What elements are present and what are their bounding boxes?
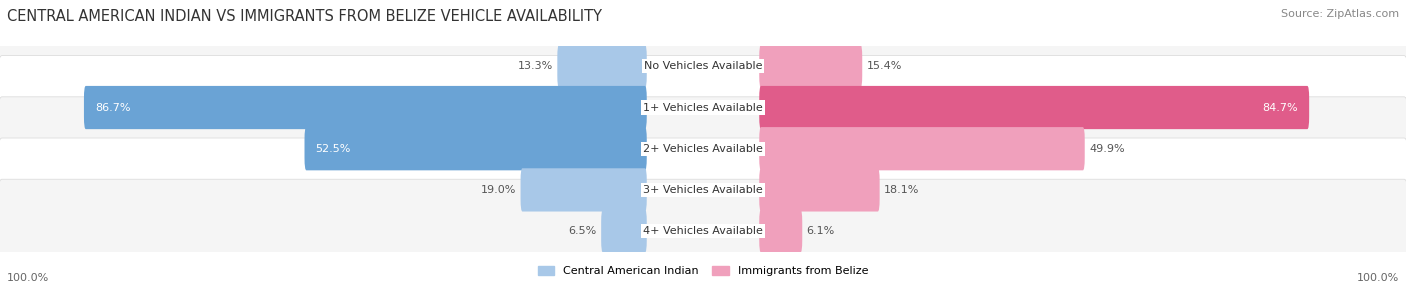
Text: 52.5%: 52.5% [315, 144, 352, 154]
Text: 86.7%: 86.7% [96, 103, 131, 112]
Text: 100.0%: 100.0% [7, 273, 49, 283]
Text: 49.9%: 49.9% [1090, 144, 1125, 154]
FancyBboxPatch shape [602, 209, 647, 253]
FancyBboxPatch shape [305, 127, 647, 170]
Text: 6.1%: 6.1% [807, 226, 835, 236]
FancyBboxPatch shape [557, 45, 647, 88]
Text: 6.5%: 6.5% [568, 226, 598, 236]
Text: Source: ZipAtlas.com: Source: ZipAtlas.com [1281, 9, 1399, 19]
Text: 18.1%: 18.1% [884, 185, 920, 195]
FancyBboxPatch shape [759, 127, 1084, 170]
FancyBboxPatch shape [0, 97, 1406, 200]
FancyBboxPatch shape [759, 209, 803, 253]
FancyBboxPatch shape [759, 45, 862, 88]
FancyBboxPatch shape [759, 86, 1309, 129]
Text: 84.7%: 84.7% [1263, 103, 1298, 112]
Text: 100.0%: 100.0% [1357, 273, 1399, 283]
Text: 13.3%: 13.3% [517, 61, 553, 71]
FancyBboxPatch shape [0, 179, 1406, 283]
FancyBboxPatch shape [759, 168, 880, 212]
Text: 15.4%: 15.4% [866, 61, 901, 71]
Text: 2+ Vehicles Available: 2+ Vehicles Available [643, 144, 763, 154]
Text: 3+ Vehicles Available: 3+ Vehicles Available [643, 185, 763, 195]
FancyBboxPatch shape [520, 168, 647, 212]
Text: No Vehicles Available: No Vehicles Available [644, 61, 762, 71]
Text: 4+ Vehicles Available: 4+ Vehicles Available [643, 226, 763, 236]
FancyBboxPatch shape [0, 138, 1406, 242]
FancyBboxPatch shape [84, 86, 647, 129]
Text: 1+ Vehicles Available: 1+ Vehicles Available [643, 103, 763, 112]
Legend: Central American Indian, Immigrants from Belize: Central American Indian, Immigrants from… [533, 261, 873, 281]
FancyBboxPatch shape [0, 56, 1406, 159]
FancyBboxPatch shape [0, 15, 1406, 118]
Text: CENTRAL AMERICAN INDIAN VS IMMIGRANTS FROM BELIZE VEHICLE AVAILABILITY: CENTRAL AMERICAN INDIAN VS IMMIGRANTS FR… [7, 9, 602, 23]
Text: 19.0%: 19.0% [481, 185, 516, 195]
